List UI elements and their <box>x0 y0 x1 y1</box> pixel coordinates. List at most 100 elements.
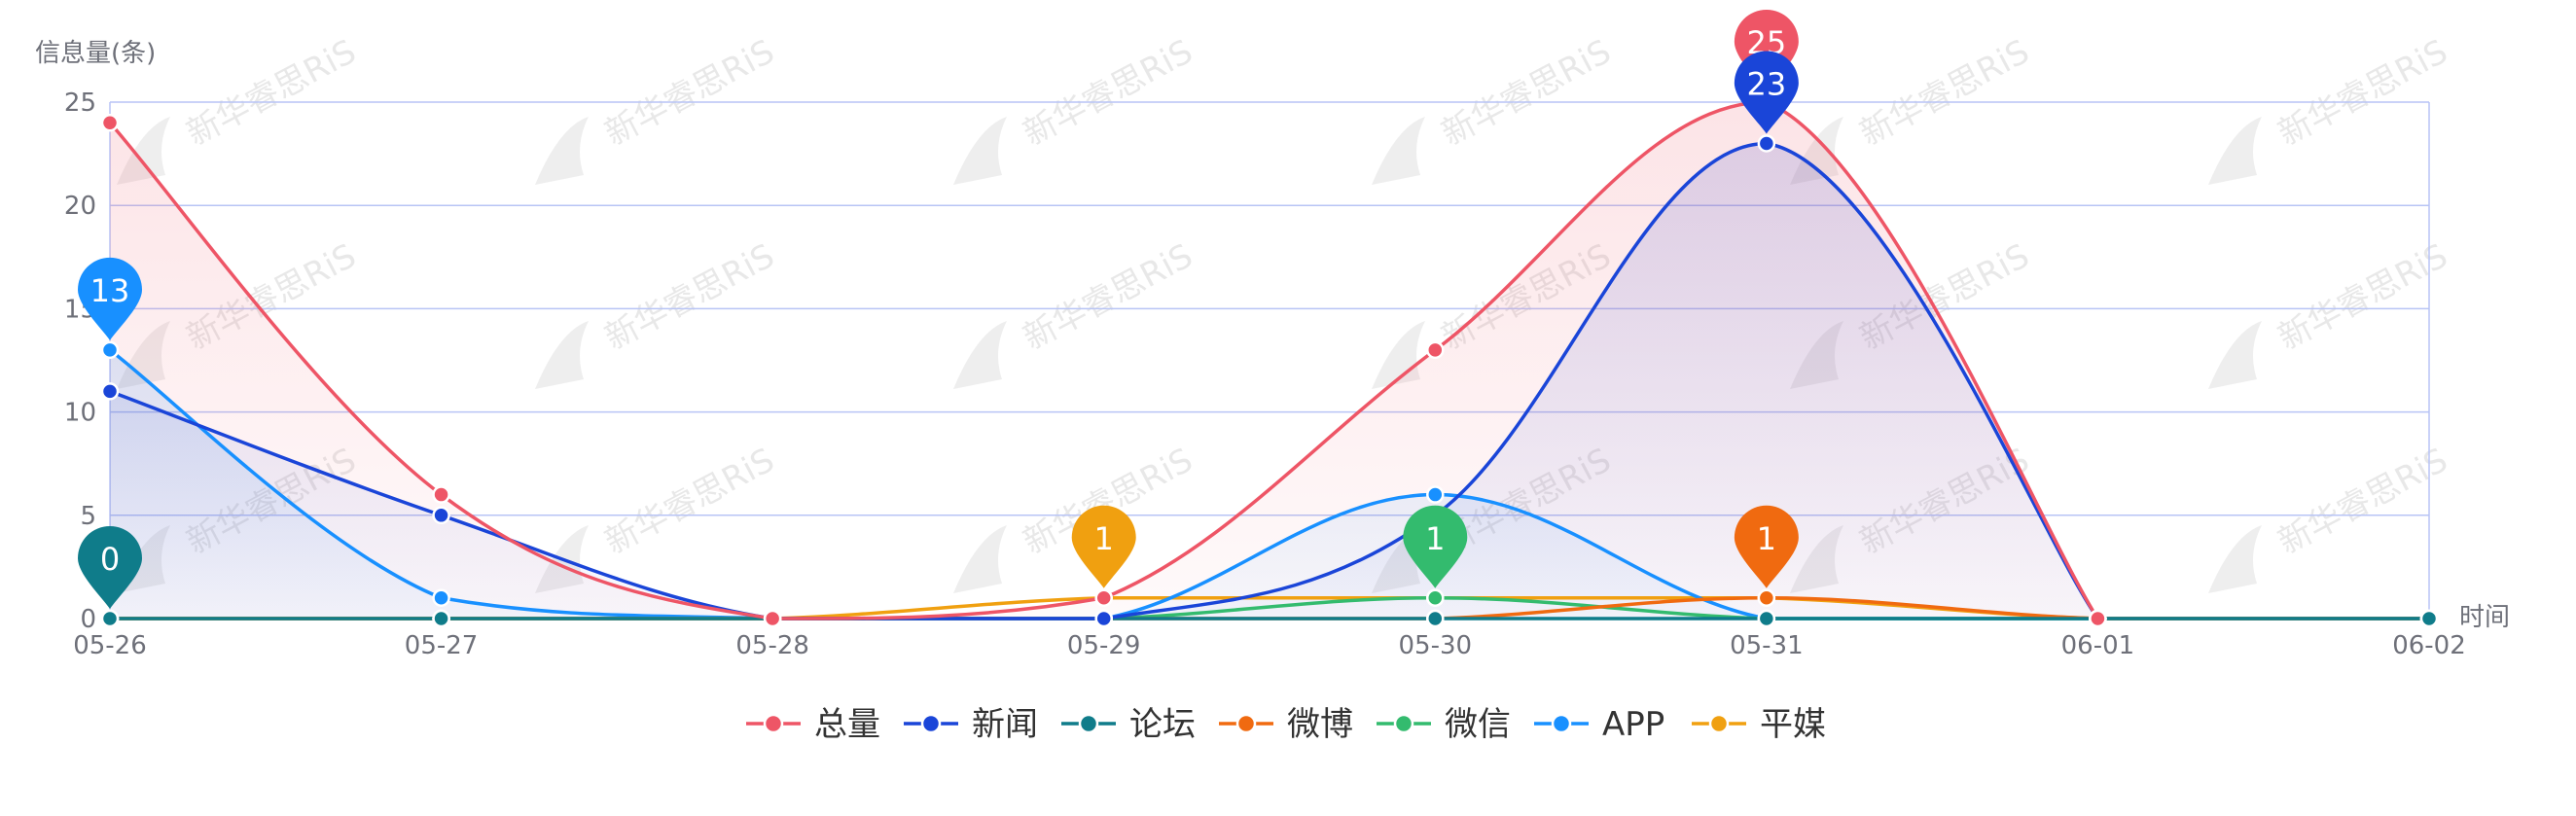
watermark-logo-icon <box>953 525 1007 593</box>
watermark-logo-icon <box>953 117 1007 185</box>
x-axis-label: 时间 <box>2459 603 2510 632</box>
x-tick-label: 05-28 <box>735 631 809 660</box>
data-point-总量 <box>100 113 120 132</box>
legend-label: APP <box>1602 705 1664 744</box>
watermark-text: 新华睿思RiS <box>1017 236 1199 358</box>
x-tick-label: 05-31 <box>1730 631 1804 660</box>
data-point-论坛 <box>432 609 450 628</box>
watermark-logo-icon <box>535 321 589 389</box>
data-point-微博 <box>1757 588 1776 608</box>
max-marker-APP: 13 <box>78 257 142 340</box>
watermark-text: 新华睿思RiS <box>1017 32 1199 154</box>
data-point-新闻 <box>1757 134 1776 153</box>
data-point-论坛 <box>1426 609 1445 628</box>
data-point-APP <box>1426 485 1445 504</box>
marker-pin-icon <box>78 257 142 340</box>
watermark-text: 新华睿思RiS <box>2272 236 2453 358</box>
watermark-logo-icon <box>953 321 1007 389</box>
legend-label: 微信 <box>1445 705 1511 744</box>
legend-dot-icon <box>920 713 942 734</box>
max-marker-平媒: 1 <box>1071 505 1136 588</box>
watermark-logo-icon <box>2208 321 2262 389</box>
area-layer <box>110 102 2429 620</box>
marker-value-label: 1 <box>1757 520 1776 557</box>
y-tick-label: 20 <box>64 192 96 221</box>
watermark-text: 新华睿思RiS <box>598 32 780 154</box>
x-tick-label: 05-27 <box>405 631 479 660</box>
legend-dot-icon <box>1393 713 1414 734</box>
legend: 总量 新闻 论坛 微博 微信 APP 平媒 <box>746 705 1826 744</box>
x-tick-label: 05-29 <box>1067 631 1141 660</box>
marker-pin-icon <box>1734 51 1799 134</box>
legend-label: 微博 <box>1287 705 1353 744</box>
y-tick-label: 25 <box>64 89 96 118</box>
legend-label: 平媒 <box>1760 705 1826 744</box>
legend-label: 总量 <box>814 705 880 744</box>
watermark-text: 新华睿思RiS <box>598 236 780 358</box>
data-point-总量 <box>2089 609 2107 628</box>
legend-item-APP: APP <box>1534 705 1664 744</box>
data-point-新闻 <box>100 382 120 401</box>
watermark-logo-icon <box>535 117 589 185</box>
x-tick-label: 05-30 <box>1399 631 1473 660</box>
data-point-总量 <box>1426 340 1445 360</box>
y-axis-label: 信息量(条) <box>35 39 156 68</box>
legend-item-微信: 微信 <box>1377 705 1511 744</box>
legend-dot-icon <box>1708 713 1730 734</box>
data-points-layer <box>100 92 2439 628</box>
legend-dot-icon <box>763 713 784 734</box>
marker-pin-icon <box>1734 505 1799 588</box>
marker-value-label: 1 <box>1425 520 1445 557</box>
marker-value-label: 23 <box>1746 65 1786 102</box>
marker-pin-icon <box>1071 505 1136 588</box>
series-area-总量 <box>110 102 2098 619</box>
data-point-总量 <box>1094 588 1113 608</box>
watermark-logo-icon <box>2208 525 2262 593</box>
legend-item-微博: 微博 <box>1219 705 1353 744</box>
data-point-APP <box>100 340 120 360</box>
series-lines-layer <box>108 100 2429 621</box>
watermark-text: 新华睿思RiS <box>2272 441 2453 562</box>
marker-pin-icon <box>78 526 142 609</box>
max-marker-微信: 1 <box>1403 505 1468 588</box>
x-tick-label: 05-26 <box>73 631 147 660</box>
marker-pin-icon <box>1403 505 1468 588</box>
data-point-微信 <box>1426 588 1445 608</box>
max-marker-新闻: 23 <box>1734 51 1799 134</box>
watermark-text: 新华睿思RiS <box>1435 32 1617 154</box>
data-point-总量 <box>763 609 782 628</box>
watermark-text: 新华睿思RiS <box>1853 32 2035 154</box>
data-point-APP <box>432 588 450 608</box>
watermark-logo-icon <box>2208 117 2262 185</box>
x-tick-label: 06-01 <box>2061 631 2135 660</box>
legend-item-平媒: 平媒 <box>1692 705 1826 744</box>
watermark-text: 新华睿思RiS <box>598 441 780 562</box>
data-point-论坛 <box>2419 609 2439 628</box>
legend-dot-icon <box>1551 713 1572 734</box>
legend-label: 论坛 <box>1129 705 1196 744</box>
legend-item-总量: 总量 <box>746 705 880 744</box>
marker-value-label: 13 <box>90 272 130 309</box>
series-line-新闻 <box>109 141 2099 621</box>
y-tick-label: 10 <box>64 399 96 428</box>
y-tick-label: 5 <box>80 502 96 531</box>
watermark-logo-icon <box>1372 117 1425 185</box>
legend-dot-icon <box>1235 713 1257 734</box>
max-marker-论坛: 0 <box>78 526 142 609</box>
marker-value-label: 1 <box>1094 520 1114 557</box>
legend-item-论坛: 论坛 <box>1061 705 1196 744</box>
watermark-text: 新华睿思RiS <box>2272 32 2453 154</box>
marker-value-label: 0 <box>100 541 120 578</box>
legend-dot-icon <box>1078 713 1099 734</box>
data-point-论坛 <box>1757 609 1776 628</box>
watermark-text: 新华睿思RiS <box>180 32 362 154</box>
max-marker-微博: 1 <box>1734 505 1799 588</box>
x-tick-label: 06-02 <box>2392 631 2466 660</box>
data-point-论坛 <box>100 609 120 628</box>
data-point-新闻 <box>432 506 450 525</box>
data-point-新闻 <box>1094 609 1113 628</box>
data-point-总量 <box>432 485 450 504</box>
